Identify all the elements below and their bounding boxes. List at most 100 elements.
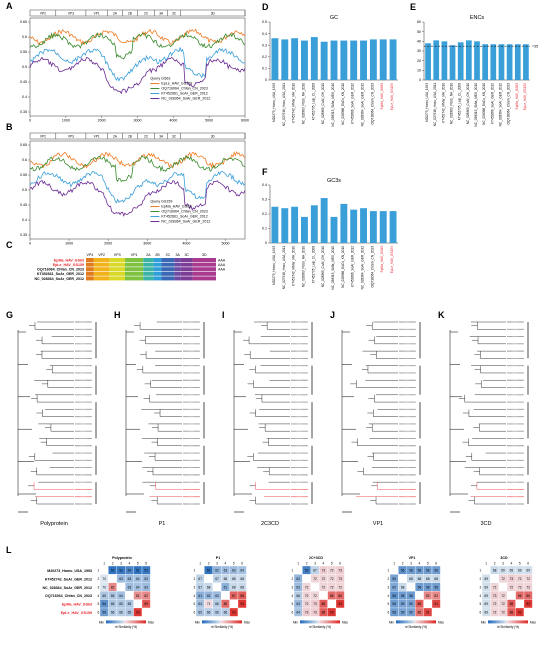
heatmap-row-number: 2 [480,577,482,581]
scale-swatch [512,620,514,624]
legend-entry: KT452661_SoAr_GER_2012 [161,215,207,219]
heatmap-row-number: 3 [194,585,196,589]
genome-region-block [143,276,154,281]
scale-swatch [218,620,220,624]
bar [350,209,358,243]
genome-region-block [86,271,94,276]
y-tick-label: 0.3 [262,43,267,47]
heatmap-cell-value: 68 [232,585,236,589]
heatmap-cell-value: 52 [144,569,148,573]
scale-swatch [304,620,306,624]
heatmap-cell-value: 72 [501,602,505,606]
scale-swatch [240,620,242,624]
scale-swatch [214,620,216,624]
genome-region-block [161,276,175,281]
y-tick-label: 0.1 [262,67,267,71]
heatmap-cell-value: 68 [434,577,438,581]
scale-label: nt Similarity (%) [497,625,519,629]
genome-map-b: VP2 VP3 VP1 2A 2B 2C 3A 3C 3D [29,132,246,140]
scale-swatch [224,620,226,624]
heatmap-cell [212,582,222,592]
panel-label-f: F [262,167,268,177]
genome-region-label: 3C [184,253,189,257]
panel-label-l: L [6,545,12,555]
heatmap-col-number: 5 [137,562,139,566]
heatmap-col-number: 1 [199,562,201,566]
scale-swatch [522,620,524,624]
heatmap-cell-value: 68 [493,569,497,573]
genome-region-label: 3D [202,253,207,257]
heatmap-cell-value: 64 [240,569,244,573]
heatmap-row-name: KT452742_SoAr_GER_2012 [45,577,92,581]
heatmap-title: 2C+3CD [309,556,323,560]
genome-segment-label: 2A [113,135,118,139]
bar-category-label: EpMa_HAV_GS63 [380,83,384,110]
scale-min-label: Min [293,620,298,624]
scale-swatch [408,620,410,624]
heatmap-cell-value: 68 [240,585,244,589]
genome-strain-name: OQ716064_Chfan_CN_2023 [37,268,84,272]
heatmap-cell-value: 65 [198,611,202,615]
genome-region-label: 2A [146,253,151,257]
genome-region-block [125,271,144,276]
heatmap-cell [293,565,303,575]
bar [498,44,505,80]
heatmap-cell [398,574,407,583]
heatmap-row-number: 1 [388,569,390,573]
heatmap-cell [423,599,433,609]
genome-region-block [180,276,193,281]
y-tick-label: 30 [417,49,421,53]
heatmap-cell-value: 59 [401,602,405,606]
bar-category-label: NC_028363_Pdob_NA_2010 [301,246,305,288]
bar-category-label: KT452742_MMar_MA_2010 [292,83,296,123]
genome-region-label: VP4 [87,253,94,257]
heatmap-cell-value: 72 [501,577,505,581]
heatmap-cell-value: 58 [409,594,413,598]
scale-swatch [422,620,424,624]
heatmap-cell-value: 69 [484,577,488,581]
heatmap-cell-value: 93 [232,611,236,615]
genome-region-block [109,258,125,262]
heatmap-cell [507,591,516,600]
heatmap-row-number: 6 [292,611,294,615]
heatmap-cell-value: 58 [426,585,430,589]
bar-category-label: NC_038313_SMla_MEX_2010 [474,83,478,127]
genome-region-block [180,258,193,262]
scale-swatch [302,620,304,624]
heatmap-cell-value: 66 [207,611,211,615]
genome-region-block [93,262,110,267]
scale-swatch [418,620,420,624]
heatmap-row-number: 6 [480,611,482,615]
x-tick-label: 1000 [62,119,70,123]
genome-map-a: VP2 VP3 VP1 2A 2B 2C 3A 3C 3D [29,9,246,17]
heatmap-col-number: 3 [502,562,504,566]
heatmap-cell-value: 72 [313,594,317,598]
heatmap-cell [481,565,491,575]
heatmap-col-number: 2 [306,562,308,566]
y-tick-label: 0.5 [22,65,27,69]
heatmap-row-number: 5 [98,602,100,606]
scale-max-label: Max [244,620,250,624]
genome-segment-label: 2C [144,12,149,16]
panel-label-a: A [6,1,13,11]
bar [340,203,348,243]
scale-swatch [310,620,312,624]
bar [457,42,464,80]
heatmap-row-number: 2 [98,577,100,581]
genome-region-block [180,271,193,276]
bar [514,44,521,80]
genome-region-block [174,262,181,267]
gc-bar-chart: GC 0 0.1 0.2 0.3 0.4 0.5 M20273_Homo_USA_1993 NC… [262,15,398,127]
heatmap-cell-value: 69 [518,569,522,573]
bar [310,205,318,243]
scale-min-label: Min [481,620,486,624]
genome-region-block [86,267,94,272]
bar [465,40,472,80]
plot-frame [29,140,246,240]
heatmap-row-number: 1 [480,569,482,573]
heatmap-row-number: 5 [194,602,196,606]
heatmap-cell-value: 72 [322,585,326,589]
heatmap-cell-value: 51 [207,569,211,573]
y-tick-label: 60 [417,20,421,24]
